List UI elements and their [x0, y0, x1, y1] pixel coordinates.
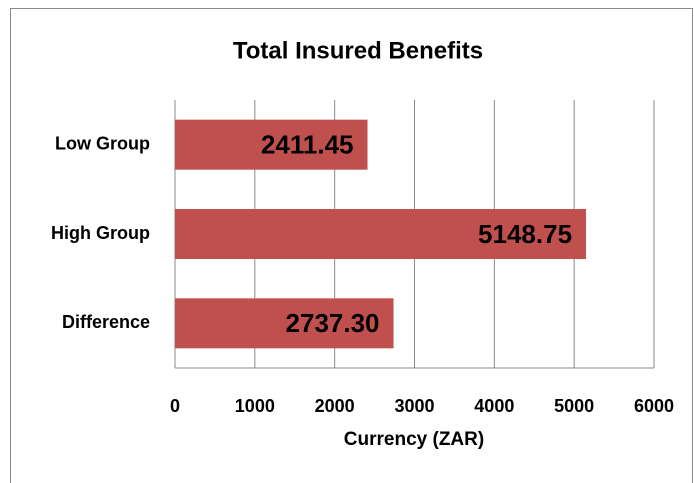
data-label: 5148.75	[478, 219, 572, 249]
x-tick-label: 4000	[474, 396, 514, 416]
bar	[175, 209, 587, 259]
bar	[175, 119, 368, 170]
x-tick-label: 2000	[315, 396, 355, 416]
data-label: 2411.45	[261, 130, 354, 160]
y-tick-label: Difference	[62, 312, 150, 332]
y-tick-label: High Group	[51, 223, 150, 243]
x-tick-label: 3000	[394, 396, 434, 416]
x-tick-label: 1000	[235, 396, 275, 416]
bar	[175, 298, 394, 349]
x-tick-label: 6000	[634, 396, 674, 416]
data-label: 2737.30	[286, 308, 380, 338]
x-tick-label: 5000	[554, 396, 594, 416]
x-axis-title: Currency (ZAR)	[344, 429, 484, 450]
x-tick-label: 0	[170, 396, 180, 416]
y-tick-label: Low Group	[55, 133, 150, 153]
chart-title: Total Insured Benefits	[233, 37, 483, 64]
